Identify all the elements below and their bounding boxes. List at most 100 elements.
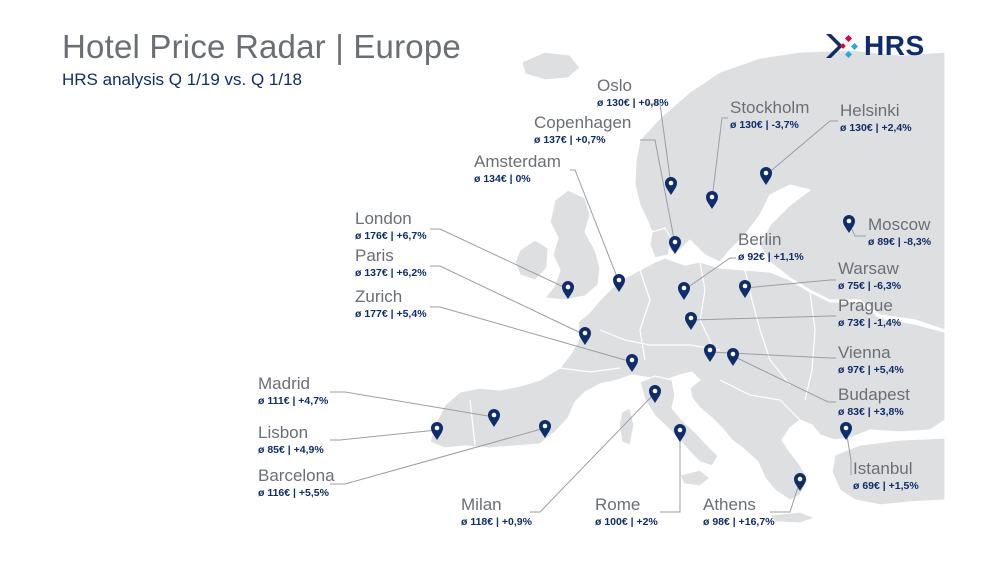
leader-line-istanbul	[845, 429, 852, 475]
leader-line-vienna	[709, 351, 836, 359]
city-name: Helsinki	[840, 101, 900, 120]
sicily	[679, 469, 711, 487]
city-label-athens: Athens ø 98€ | +16,7%	[703, 495, 775, 529]
city-label-stockholm: Stockholm ø 130€ | -3,7%	[730, 98, 809, 132]
turkey	[831, 437, 946, 506]
map-pin-icon-athens[interactable]	[794, 473, 806, 491]
leader-lines	[330, 103, 866, 513]
hrs-logo: HRS	[822, 26, 952, 68]
map-pin-icon-moscow[interactable]	[843, 215, 855, 233]
map-pin-icon-vienna[interactable]	[704, 344, 716, 362]
city-price: ø 177€ | +5,4%	[355, 308, 427, 320]
leader-line-zurich	[430, 306, 633, 363]
city-label-rome: Rome ø 100€ | +2%	[595, 495, 658, 529]
city-label-warsaw: Warsaw ø 75€ | -6,3%	[838, 259, 901, 293]
map-pin-icon-oslo[interactable]	[665, 177, 677, 195]
leader-line-berlin	[683, 257, 736, 291]
city-price: ø 75€ | -6,3%	[838, 280, 902, 292]
map-pin-icon-zurich[interactable]	[626, 354, 638, 372]
city-label-vienna: Vienna ø 97€ | +5,4%	[838, 343, 904, 377]
leader-line-prague	[690, 315, 836, 321]
leader-line-copenhagen	[640, 139, 676, 245]
city-price: ø 176€ | +6,7%	[355, 230, 427, 242]
border-line	[719, 379, 801, 421]
city-price: ø 137€ | +0,7%	[534, 134, 606, 146]
map-pin-icon-amsterdam[interactable]	[613, 274, 625, 292]
leader-line-stockholm	[711, 117, 728, 200]
city-price: ø 130€ | +2,4%	[840, 122, 912, 134]
map-pin-icon-lisbon[interactable]	[431, 422, 443, 440]
city-name: Zurich	[355, 287, 403, 306]
city-name: Athens	[703, 495, 756, 514]
city-price: ø 111€ | +4,7%	[258, 395, 329, 407]
map-pin-icon-berlin[interactable]	[678, 282, 690, 300]
city-label-milan: Milan ø 118€ | +0,9%	[461, 495, 532, 529]
city-name: Moscow	[868, 215, 931, 234]
city-price: ø 130€ | -3,7%	[730, 119, 799, 131]
city-price: ø 92€ | +1,1%	[738, 251, 804, 263]
city-label-zurich: Zurich ø 177€ | +5,4%	[355, 287, 427, 321]
great-britain	[544, 189, 601, 301]
city-label-prague: Prague ø 73€ | -1,4%	[838, 296, 901, 330]
leader-line-helsinki	[765, 120, 838, 176]
leader-line-budapest	[732, 355, 836, 403]
city-label-london: London ø 176€ | +6,7%	[355, 209, 427, 243]
city-name: Copenhagen	[534, 113, 632, 132]
crete	[769, 511, 816, 524]
map-pin-icon-helsinki[interactable]	[760, 167, 772, 185]
map-pin-icon-copenhagen[interactable]	[669, 236, 681, 254]
leader-line-athens	[770, 480, 801, 513]
map-pin-icon-madrid[interactable]	[488, 409, 500, 427]
map-pin-icon-milan[interactable]	[649, 385, 661, 403]
city-price: ø 118€ | +0,9%	[461, 516, 532, 528]
city-label-helsinki: Helsinki ø 130€ | +2,4%	[840, 101, 912, 135]
denmark	[649, 227, 673, 259]
city-price: ø 137€ | +6,2%	[355, 267, 427, 279]
city-price: ø 85€ | +4,9%	[258, 444, 324, 456]
map-pin-icon-istanbul[interactable]	[840, 422, 852, 440]
leader-line-barcelona	[330, 427, 546, 485]
city-price: ø 97€ | +5,4%	[838, 364, 904, 376]
leader-line-oslo	[645, 103, 672, 186]
border-line	[469, 399, 476, 446]
border-line	[804, 291, 816, 401]
city-label-budapest: Budapest ø 83€ | +3,8%	[838, 385, 910, 419]
leader-line-madrid	[330, 391, 495, 418]
city-name: Vienna	[838, 343, 891, 362]
map-pin-icon-barcelona[interactable]	[539, 420, 551, 438]
leader-line-lisbon	[330, 429, 438, 441]
city-price: ø 73€ | -1,4%	[838, 317, 902, 329]
hrs-logo-text: HRS	[864, 30, 925, 61]
land-mass	[429, 49, 946, 524]
map-pin-icon-london[interactable]	[562, 281, 574, 299]
map-pin-icon-stockholm[interactable]	[706, 191, 718, 209]
city-price: ø 89€ | -8,3%	[868, 236, 932, 248]
city-name: Madrid	[258, 374, 310, 393]
sardinia	[618, 407, 635, 446]
city-name: Prague	[838, 296, 893, 315]
ireland	[514, 239, 549, 281]
city-name: Lisbon	[258, 423, 309, 442]
city-label-paris: Paris ø 137€ | +6,2%	[355, 246, 427, 280]
city-name: Berlin	[738, 230, 782, 249]
city-name: Paris	[355, 246, 394, 265]
city-pins	[431, 167, 855, 491]
map-pin-icon-budapest[interactable]	[727, 348, 739, 366]
city-name: Milan	[461, 495, 502, 514]
leader-line-warsaw	[744, 279, 836, 289]
city-label-oslo: Oslo ø 130€ | +0,8%	[597, 76, 669, 110]
city-name: Budapest	[838, 385, 910, 404]
map-pin-icon-paris[interactable]	[579, 327, 591, 345]
italy	[639, 375, 719, 467]
city-price: ø 98€ | +16,7%	[703, 516, 775, 528]
city-name: Rome	[595, 495, 641, 514]
map-pin-icon-prague[interactable]	[685, 312, 697, 330]
map-pin-icon-rome[interactable]	[674, 424, 686, 442]
city-label-moscow: Moscow ø 89€ | -8,3%	[868, 215, 931, 249]
city-label-amsterdam: Amsterdam ø 134€ | 0%	[474, 152, 561, 186]
city-price: ø 100€ | +2%	[595, 516, 658, 528]
city-price: ø 83€ | +3,8%	[838, 406, 904, 418]
map-pin-icon-warsaw[interactable]	[739, 280, 751, 298]
city-label-copenhagen: Copenhagen ø 137€ | +0,7%	[534, 113, 631, 147]
